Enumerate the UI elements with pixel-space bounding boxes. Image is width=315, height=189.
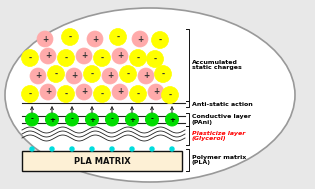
Text: +: + bbox=[153, 88, 159, 97]
Circle shape bbox=[94, 50, 111, 67]
Text: +: + bbox=[45, 88, 51, 97]
Text: +: + bbox=[42, 35, 48, 43]
Circle shape bbox=[146, 50, 163, 67]
Circle shape bbox=[76, 48, 92, 64]
Circle shape bbox=[146, 113, 158, 126]
Text: -: - bbox=[28, 53, 32, 63]
Circle shape bbox=[45, 113, 59, 126]
Text: -: - bbox=[65, 90, 67, 98]
Text: -: - bbox=[28, 90, 32, 98]
Text: +: + bbox=[49, 116, 55, 122]
Circle shape bbox=[154, 66, 171, 83]
Circle shape bbox=[112, 48, 128, 64]
Circle shape bbox=[129, 50, 146, 67]
Text: +: + bbox=[169, 116, 175, 122]
Circle shape bbox=[132, 31, 148, 47]
Text: Plasticize layer
(Glycerol): Plasticize layer (Glycerol) bbox=[192, 131, 245, 141]
Text: -: - bbox=[111, 116, 113, 122]
Ellipse shape bbox=[5, 8, 295, 182]
Text: Anti-static action: Anti-static action bbox=[192, 101, 253, 106]
Circle shape bbox=[21, 85, 38, 102]
Text: +: + bbox=[143, 71, 149, 81]
Circle shape bbox=[130, 147, 134, 151]
Text: -: - bbox=[31, 116, 33, 122]
Circle shape bbox=[40, 84, 56, 100]
Text: Polymer matrix
(PLA): Polymer matrix (PLA) bbox=[192, 155, 246, 165]
Circle shape bbox=[106, 113, 118, 126]
Circle shape bbox=[110, 29, 127, 46]
Text: -: - bbox=[54, 70, 58, 78]
Circle shape bbox=[94, 85, 111, 102]
Text: +: + bbox=[107, 71, 113, 81]
Circle shape bbox=[66, 113, 78, 126]
Circle shape bbox=[125, 113, 139, 126]
Circle shape bbox=[102, 68, 118, 84]
Circle shape bbox=[61, 29, 78, 46]
Text: -: - bbox=[136, 90, 140, 98]
FancyBboxPatch shape bbox=[22, 151, 182, 171]
Text: Accumulated
static charges: Accumulated static charges bbox=[192, 60, 242, 70]
Text: +: + bbox=[117, 51, 123, 60]
Circle shape bbox=[150, 147, 154, 151]
Circle shape bbox=[138, 68, 154, 84]
Text: +: + bbox=[137, 35, 143, 43]
Text: -: - bbox=[65, 53, 67, 63]
Circle shape bbox=[30, 147, 34, 151]
Circle shape bbox=[170, 147, 174, 151]
Text: -: - bbox=[151, 116, 153, 122]
Circle shape bbox=[30, 68, 46, 84]
Text: Conductive layer
(PAni): Conductive layer (PAni) bbox=[192, 114, 251, 125]
Text: +: + bbox=[45, 51, 51, 60]
Text: -: - bbox=[117, 33, 120, 42]
Circle shape bbox=[87, 31, 103, 47]
Circle shape bbox=[148, 84, 164, 100]
Circle shape bbox=[48, 66, 65, 83]
Circle shape bbox=[26, 113, 38, 126]
Text: -: - bbox=[126, 70, 129, 78]
Text: -: - bbox=[100, 90, 104, 98]
Circle shape bbox=[90, 147, 94, 151]
Text: -: - bbox=[158, 36, 162, 44]
Circle shape bbox=[129, 85, 146, 102]
Text: +: + bbox=[117, 88, 123, 97]
Text: +: + bbox=[35, 71, 41, 81]
Text: +: + bbox=[92, 35, 98, 43]
Text: +: + bbox=[81, 88, 87, 97]
Text: +: + bbox=[129, 116, 135, 122]
Text: -: - bbox=[71, 116, 73, 122]
Text: -: - bbox=[90, 70, 94, 78]
Circle shape bbox=[112, 84, 128, 100]
Circle shape bbox=[58, 50, 75, 67]
Text: +: + bbox=[81, 51, 87, 60]
Text: +: + bbox=[89, 116, 95, 122]
Text: -: - bbox=[100, 53, 104, 63]
Circle shape bbox=[70, 147, 74, 151]
Text: -: - bbox=[136, 53, 140, 63]
Circle shape bbox=[162, 87, 179, 104]
Circle shape bbox=[66, 68, 82, 84]
Circle shape bbox=[119, 66, 136, 83]
Text: -: - bbox=[161, 70, 164, 78]
Circle shape bbox=[58, 85, 75, 102]
Circle shape bbox=[110, 147, 114, 151]
Circle shape bbox=[76, 84, 92, 100]
Circle shape bbox=[152, 32, 169, 49]
Circle shape bbox=[85, 113, 99, 126]
Circle shape bbox=[37, 31, 53, 47]
Text: -: - bbox=[153, 54, 157, 64]
Circle shape bbox=[50, 147, 54, 151]
Text: -: - bbox=[169, 91, 172, 99]
Text: PLA MATRIX: PLA MATRIX bbox=[74, 156, 130, 166]
Text: +: + bbox=[71, 71, 77, 81]
Circle shape bbox=[21, 50, 38, 67]
Circle shape bbox=[40, 48, 56, 64]
Circle shape bbox=[83, 66, 100, 83]
Circle shape bbox=[165, 113, 179, 126]
Text: -: - bbox=[68, 33, 72, 42]
